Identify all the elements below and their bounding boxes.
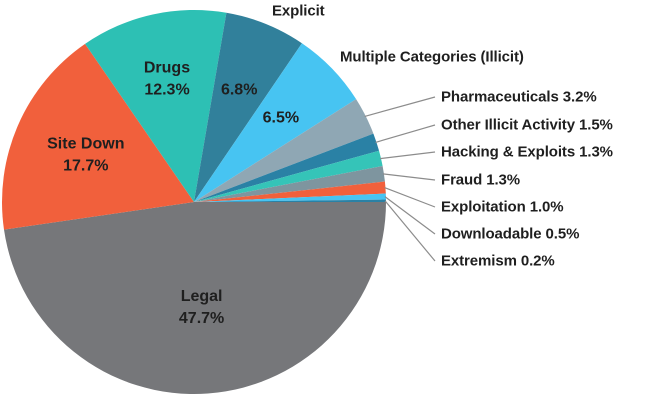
slice-pct-multiple-categories-illicit: 6.5% xyxy=(263,109,299,126)
slice-label-extremism: Extremism 0.2% xyxy=(441,253,555,270)
pie-slice-exploitation xyxy=(194,181,386,202)
leader-line-fraud xyxy=(382,173,436,181)
slice-name-explicit: Explicit xyxy=(272,3,325,20)
leader-line-hacking-exploits xyxy=(379,151,436,160)
pie-slice-explicit xyxy=(194,12,302,203)
pie-slice-other-illicit-activity xyxy=(194,133,380,202)
slice-label-fraud: Fraud 1.3% xyxy=(441,172,520,189)
slice-pct-drugs: 12.3% xyxy=(144,82,189,99)
slice-name-multiple-categories-illicit: Multiple Categories (Illicit) xyxy=(340,49,524,66)
leader-line-downloadable xyxy=(384,196,436,235)
slice-pct-explicit: 6.8% xyxy=(221,81,257,98)
leader-line-exploitation xyxy=(384,187,436,208)
slice-name-drugs: Drugs xyxy=(144,60,190,77)
slice-pct-legal: 47.7% xyxy=(179,310,224,327)
slice-label-hacking-exploits: Hacking & Exploits 1.3% xyxy=(441,144,613,161)
pie-slice-fraud xyxy=(194,166,385,202)
slice-name-site-down: Site Down xyxy=(47,135,124,152)
leader-line-other-illicit-activity xyxy=(375,124,436,143)
pie-slice-pharmaceuticals xyxy=(194,99,374,202)
pie-slice-extremism xyxy=(194,199,386,202)
leader-line-pharmaceuticals xyxy=(364,96,436,117)
slice-label-downloadable: Downloadable 0.5% xyxy=(441,226,579,243)
slice-name-legal: Legal xyxy=(181,288,223,305)
pie-slice-site-down xyxy=(1,43,195,230)
pie-slice-downloadable xyxy=(194,193,386,202)
slice-label-pharmaceuticals: Pharmaceuticals 3.2% xyxy=(441,89,597,106)
pie-slice-hacking-exploits xyxy=(194,150,383,202)
slice-label-other-illicit-activity: Other Illicit Activity 1.5% xyxy=(441,117,613,134)
slice-pct-site-down: 17.7% xyxy=(63,157,108,174)
slice-label-exploitation: Exploitation 1.0% xyxy=(441,199,564,216)
pie-slice-legal xyxy=(4,202,387,395)
pie-slice-multiple-categories-illicit xyxy=(194,43,357,203)
pie-slice-drugs xyxy=(85,10,227,202)
leader-line-extremism xyxy=(384,200,436,262)
